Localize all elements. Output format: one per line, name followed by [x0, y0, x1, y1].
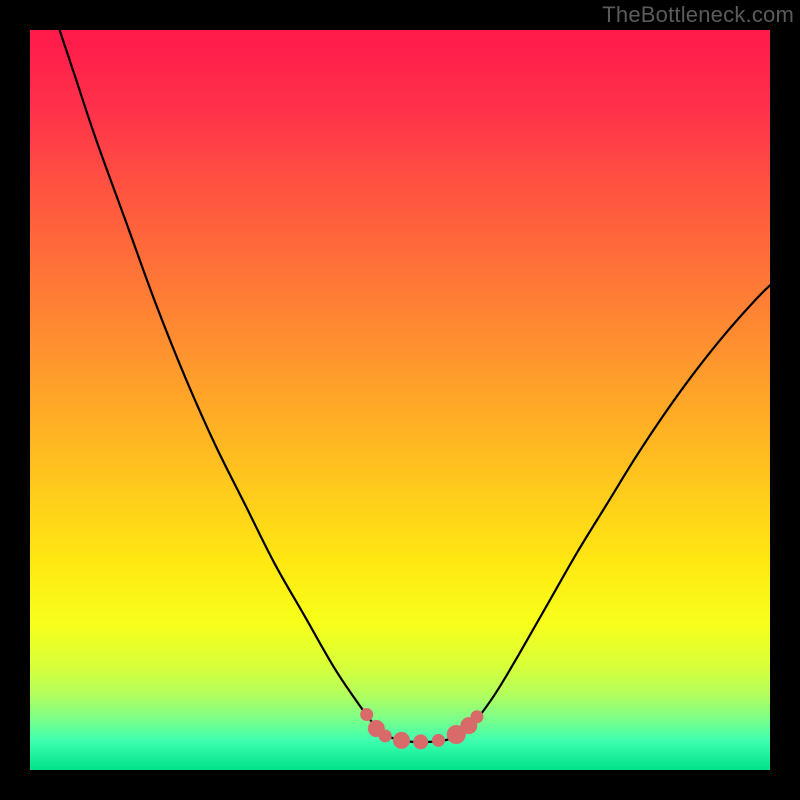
- marker-point: [432, 734, 444, 746]
- figure-root: TheBottleneck.com: [0, 0, 800, 800]
- plot-background: [30, 30, 770, 770]
- marker-point: [361, 709, 373, 721]
- attribution-text: TheBottleneck.com: [602, 2, 794, 28]
- marker-point: [393, 732, 409, 748]
- plot-svg: [0, 0, 800, 800]
- marker-point: [379, 730, 391, 742]
- marker-point: [414, 735, 428, 749]
- marker-point: [471, 711, 483, 723]
